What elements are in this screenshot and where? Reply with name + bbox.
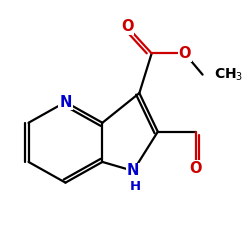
- Text: CH$_3$: CH$_3$: [214, 66, 243, 83]
- Text: N: N: [127, 164, 140, 178]
- Text: O: O: [190, 161, 202, 176]
- Text: O: O: [178, 46, 191, 61]
- Text: H: H: [130, 180, 141, 193]
- Text: N: N: [59, 94, 72, 110]
- Text: O: O: [121, 19, 133, 34]
